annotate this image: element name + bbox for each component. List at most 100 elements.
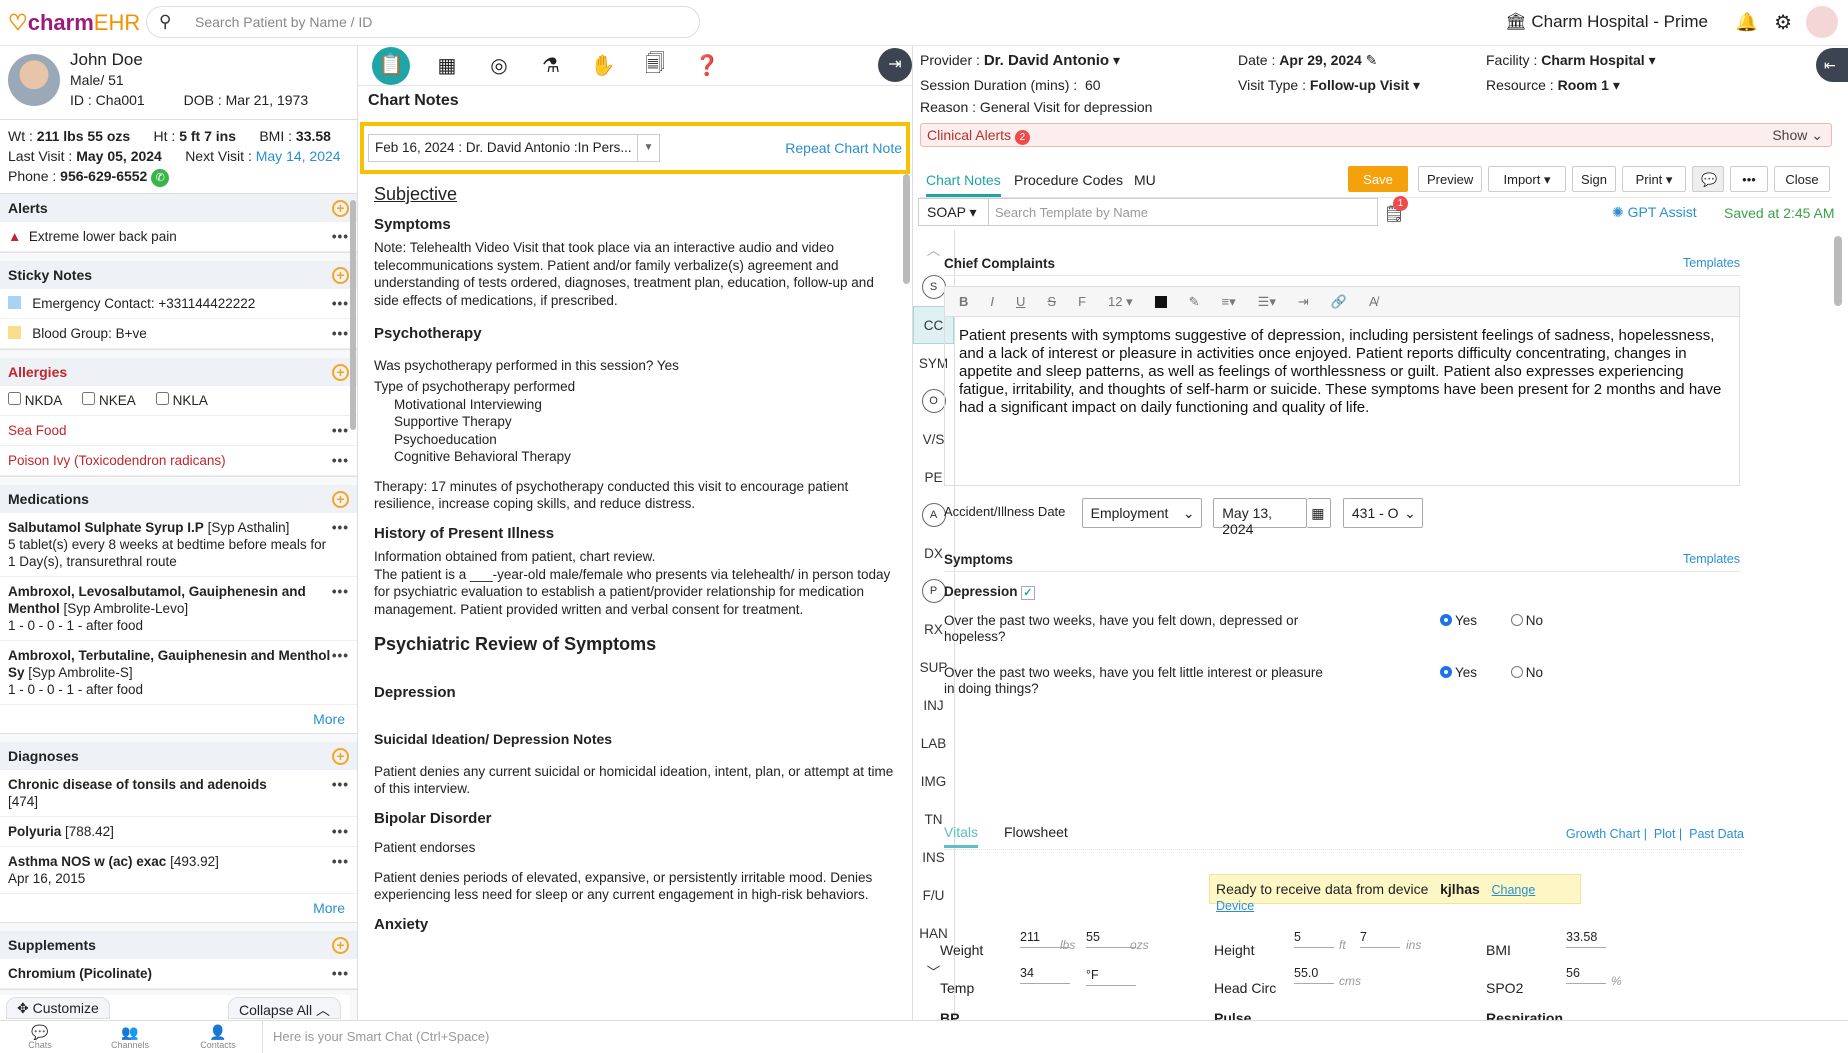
add-sticky-note-button[interactable]: + [332, 266, 349, 284]
link-icon[interactable]: 🔗 [1330, 293, 1347, 309]
section-nav-a[interactable]: A [913, 496, 954, 534]
contacts-button[interactable]: 👤 Contacts [188, 1024, 248, 1050]
spo2-input[interactable]: 56 [1566, 966, 1606, 984]
section-nav-rx[interactable]: RX [924, 621, 943, 637]
more-options-icon[interactable]: ••• [331, 296, 349, 311]
nkla-checkbox[interactable]: NKLA [155, 392, 208, 409]
preview-button[interactable]: Preview [1418, 166, 1482, 192]
more-options-icon[interactable]: ••• [331, 326, 349, 341]
section-nav-sup[interactable]: SUP [919, 659, 948, 675]
more-options-icon[interactable]: ••• [331, 453, 349, 468]
comment-icon[interactable]: 💬 [1692, 166, 1724, 192]
customize-button[interactable]: ✥ Customize [6, 997, 110, 1019]
highlight-icon[interactable]: ✎ [1188, 293, 1200, 309]
section-nav-o[interactable]: O [913, 382, 954, 420]
provider-select[interactable]: Provider : Dr. David Antonio ▾ [920, 52, 1121, 69]
more-options-icon[interactable]: ••• [331, 423, 349, 438]
more-options-icon[interactable]: ••• [331, 584, 349, 599]
tab-procedure-codes[interactable]: Procedure Codes [1014, 172, 1123, 188]
more-options-icon[interactable]: ••• [331, 824, 349, 839]
edit-pencil-icon[interactable]: ✎ [1365, 52, 1378, 68]
sign-button[interactable]: Sign [1572, 166, 1616, 192]
medications-more-link[interactable]: More [313, 711, 345, 727]
more-options-icon[interactable]: ••• [331, 966, 349, 981]
font-family-icon[interactable]: F [1078, 294, 1087, 309]
temp-input[interactable]: 34 [1020, 966, 1070, 984]
section-nav-sym[interactable]: SYM [918, 355, 949, 371]
yes-radio[interactable]: Yes [1440, 665, 1477, 680]
list-icon[interactable]: ☰▾ [1257, 293, 1276, 309]
font-size-select[interactable]: 12 ▾ [1108, 293, 1133, 309]
weight-ozs-input[interactable]: 55 [1086, 930, 1136, 948]
chart-notes-icon[interactable]: 📋 [372, 46, 410, 85]
visit-type-select[interactable]: Visit Type : Follow-up Visit ▾ [1238, 77, 1421, 93]
section-nav-dx[interactable]: DX [924, 545, 943, 561]
user-avatar[interactable] [1806, 6, 1838, 38]
date-field[interactable]: Date : Apr 29, 2024 ✎ [1238, 52, 1378, 68]
change-device-link[interactable]: Change Device [1216, 883, 1536, 913]
more-options-icon[interactable]: ••• [331, 854, 349, 869]
more-options-icon[interactable]: ••• [331, 229, 349, 244]
smart-chat-input[interactable]: Here is your Smart Chat (Ctrl+Space) [262, 1021, 499, 1053]
indent-icon[interactable]: ⇥ [1297, 293, 1309, 309]
tab-flowsheet[interactable]: Flowsheet [1004, 824, 1068, 840]
add-medication-button[interactable]: + [332, 490, 349, 508]
more-options-icon[interactable]: ••• [331, 777, 349, 792]
template-list-icon[interactable]: 🗒 1 [1384, 196, 1408, 224]
sidebar-scrollbar[interactable] [350, 200, 356, 430]
weight-lbs-input[interactable]: 211 [1020, 930, 1070, 948]
calendar-icon[interactable]: ▦ [1307, 498, 1332, 528]
scroll-down-icon[interactable]: ﹀ [926, 965, 941, 980]
clinical-alerts-bar[interactable]: Clinical Alerts 2 Show ⌄ [920, 123, 1832, 147]
accident-date-input[interactable]: May 13, 2024 [1213, 498, 1308, 537]
no-radio[interactable]: No [1510, 613, 1543, 628]
chart-notes-scrollbar[interactable] [903, 174, 910, 284]
section-nav-ins[interactable]: INS [922, 849, 945, 865]
table-icon[interactable]: ▦ [437, 55, 457, 77]
facility-title[interactable]: 🏛 Charm Hospital - Prime [1505, 12, 1708, 31]
facility-select[interactable]: Facility : Charm Hospital ▾ [1486, 52, 1656, 68]
bold-icon[interactable]: B [959, 294, 969, 309]
repeat-chart-note-link[interactable]: Repeat Chart Note [785, 140, 902, 156]
previous-note-dropdown[interactable]: Feb 16, 2024 : Dr. David Antonio :In Per… [368, 134, 660, 162]
patient-name[interactable]: John Doe [70, 50, 143, 69]
height-ft-input[interactable]: 5 [1294, 930, 1334, 948]
close-button[interactable]: Close [1774, 166, 1830, 192]
tab-vitals[interactable]: Vitals [944, 824, 978, 848]
no-radio[interactable]: No [1510, 665, 1543, 680]
collapse-all-button[interactable]: Collapse All ︿ [228, 997, 342, 1019]
xray-hand-icon[interactable]: ✋ [590, 55, 616, 77]
save-button[interactable]: Save [1348, 166, 1408, 192]
documents-icon[interactable]: 🗐 [645, 52, 665, 75]
resource-select[interactable]: Resource : Room 1 ▾ [1486, 77, 1620, 93]
temp-unit-select[interactable]: °F [1086, 968, 1136, 986]
chief-complaints-editor[interactable]: B I U S F 12 ▾ ✎ ≡▾ ☰▾ ⇥ 🔗 A̸ Patient presents with… [944, 286, 1740, 486]
section-nav-tn[interactable]: TN [924, 811, 943, 827]
scroll-up-icon[interactable]: ︿ [926, 243, 941, 258]
channels-button[interactable]: 👥 Channels [100, 1024, 160, 1050]
more-options-icon[interactable]: ••• [331, 520, 349, 535]
section-nav-inj[interactable]: INJ [923, 697, 944, 713]
section-nav-han[interactable]: HAN [919, 925, 948, 941]
charmehr-logo[interactable]: ♡charmEHR [8, 10, 141, 35]
add-allergy-button[interactable]: + [332, 363, 349, 381]
head-circ-input[interactable]: 55.0 [1294, 966, 1334, 984]
symptoms-templates-link[interactable]: Templates [1683, 552, 1740, 566]
past-data-link[interactable]: Past Data [1689, 827, 1744, 841]
code-select[interactable]: 431 - O ⌄ [1342, 498, 1423, 528]
align-icon[interactable]: ≡▾ [1221, 293, 1236, 309]
height-ins-input[interactable]: 7 [1360, 930, 1400, 948]
accident-type-select[interactable]: Employment ⌄ [1081, 498, 1202, 528]
diagnoses-more-link[interactable]: More [313, 900, 345, 916]
section-nav-fu[interactable]: F/U [922, 887, 945, 903]
next-visit-link[interactable]: May 14, 2024 [255, 148, 341, 164]
section-nav-pe[interactable]: PE [924, 469, 943, 485]
tab-chart-notes[interactable]: Chart Notes [926, 172, 1001, 197]
text-color-icon[interactable] [1154, 295, 1167, 308]
section-nav-lab[interactable]: LAB [920, 735, 947, 751]
more-actions-button[interactable]: ••• [1730, 166, 1768, 192]
nkda-checkbox[interactable]: NKDA [8, 392, 62, 409]
section-nav-p[interactable]: P [913, 572, 954, 610]
section-nav-vs[interactable]: V/S [922, 431, 945, 447]
growth-chart-link[interactable]: Growth Chart [1565, 827, 1641, 841]
